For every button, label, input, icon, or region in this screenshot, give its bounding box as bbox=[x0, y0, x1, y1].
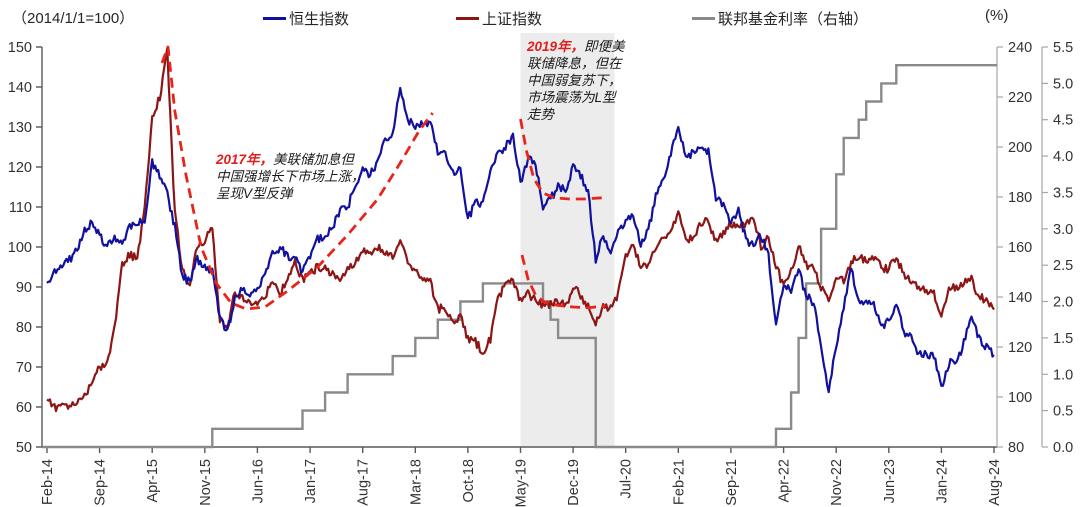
svg-text:Sep-21: Sep-21 bbox=[724, 459, 740, 506]
svg-text:2.5: 2.5 bbox=[1053, 258, 1073, 274]
svg-text:Mar-18: Mar-18 bbox=[408, 459, 424, 505]
annotation-2019-text-line2: 联储降息，但在 bbox=[527, 56, 622, 71]
svg-text:May-19: May-19 bbox=[514, 459, 530, 507]
svg-text:Feb-21: Feb-21 bbox=[671, 459, 687, 505]
svg-text:100: 100 bbox=[1008, 390, 1032, 406]
annotation-2017-year: 2017年， bbox=[216, 152, 274, 167]
annotation-2019-text-line5: 走势 bbox=[527, 107, 554, 122]
svg-text:120: 120 bbox=[8, 160, 32, 176]
svg-text:240: 240 bbox=[1008, 40, 1032, 56]
legend-line-marker-sse-icon bbox=[456, 17, 479, 20]
annotation-2017: 2017年，美联储加息但 中国强增长下市场上涨， 呈现V型反弹 bbox=[216, 151, 365, 202]
svg-text:Jun-16: Jun-16 bbox=[250, 459, 266, 503]
left-axis-title: （2014/1/1=100） bbox=[12, 10, 135, 27]
svg-text:150: 150 bbox=[8, 40, 32, 56]
legend-item-hsi: 恒生指数 bbox=[263, 8, 349, 29]
annotation-2017-text-line2: 中国强增长下市场上涨， bbox=[216, 169, 365, 184]
svg-text:Apr-15: Apr-15 bbox=[145, 459, 161, 503]
svg-text:90: 90 bbox=[16, 280, 32, 296]
svg-text:Oct-18: Oct-18 bbox=[461, 459, 477, 503]
svg-text:Nov-15: Nov-15 bbox=[198, 459, 214, 506]
svg-text:Jan-24: Jan-24 bbox=[934, 459, 950, 503]
svg-text:1.0: 1.0 bbox=[1053, 367, 1073, 383]
svg-text:Jan-17: Jan-17 bbox=[303, 459, 319, 503]
svg-text:160: 160 bbox=[1008, 240, 1032, 256]
svg-text:1.5: 1.5 bbox=[1053, 331, 1073, 347]
svg-text:Nov-22: Nov-22 bbox=[829, 459, 845, 506]
svg-text:80: 80 bbox=[16, 320, 32, 336]
svg-text:0.5: 0.5 bbox=[1053, 404, 1073, 420]
svg-text:140: 140 bbox=[8, 80, 32, 96]
legend-item-sse: 上证指数 bbox=[456, 8, 542, 29]
svg-text:4.5: 4.5 bbox=[1053, 113, 1073, 129]
annotation-2019-text-line4: 市场震荡为L型 bbox=[527, 90, 616, 105]
annotation-2017-text-line1: 美联储加息但 bbox=[273, 152, 355, 167]
svg-text:50: 50 bbox=[16, 440, 32, 456]
svg-text:110: 110 bbox=[9, 200, 32, 216]
svg-text:180: 180 bbox=[1008, 190, 1032, 206]
svg-text:Jul-20: Jul-20 bbox=[619, 459, 635, 499]
svg-text:3.5: 3.5 bbox=[1053, 186, 1073, 202]
legend-label-hsi: 恒生指数 bbox=[289, 11, 350, 28]
svg-text:Jun-23: Jun-23 bbox=[882, 459, 898, 503]
svg-text:140: 140 bbox=[1008, 290, 1032, 306]
legend-line-marker-hsi-icon bbox=[263, 17, 286, 20]
annotation-2019-text-line3: 中国弱复苏下， bbox=[527, 73, 622, 88]
svg-text:2.0: 2.0 bbox=[1053, 295, 1073, 311]
svg-text:100: 100 bbox=[8, 240, 32, 256]
svg-text:200: 200 bbox=[1008, 140, 1032, 156]
svg-text:3.0: 3.0 bbox=[1053, 222, 1073, 238]
svg-text:5.5: 5.5 bbox=[1053, 40, 1073, 56]
annotation-2017-text-line3: 呈现V型反弹 bbox=[216, 186, 293, 201]
svg-text:4.0: 4.0 bbox=[1053, 149, 1073, 165]
svg-text:120: 120 bbox=[1008, 340, 1032, 356]
svg-text:Apr-22: Apr-22 bbox=[777, 459, 793, 503]
svg-text:130: 130 bbox=[8, 120, 32, 136]
svg-text:220: 220 bbox=[1008, 90, 1032, 106]
svg-text:5.0: 5.0 bbox=[1053, 76, 1073, 92]
svg-text:Dec-19: Dec-19 bbox=[566, 459, 582, 506]
legend-item-fed: 联邦基金利率（右轴） bbox=[692, 8, 868, 29]
svg-text:Sep-14: Sep-14 bbox=[93, 459, 109, 506]
annotation-2019-year: 2019年， bbox=[527, 39, 585, 54]
right-axis-title: (%) bbox=[985, 7, 1009, 24]
svg-text:70: 70 bbox=[16, 360, 32, 376]
legend-line-marker-fed-icon bbox=[692, 17, 715, 20]
svg-text:Feb-14: Feb-14 bbox=[40, 459, 56, 505]
svg-text:80: 80 bbox=[1008, 440, 1024, 456]
svg-text:0.0: 0.0 bbox=[1053, 440, 1073, 456]
svg-text:Aug-17: Aug-17 bbox=[356, 459, 372, 506]
annotation-2019: 2019年，即便美 联储降息，但在 中国弱复苏下， 市场震荡为L型 走势 bbox=[527, 38, 625, 123]
annotation-2019-text-line1: 即便美 bbox=[584, 39, 625, 54]
legend-label-sse: 上证指数 bbox=[482, 11, 543, 28]
svg-text:Aug-24: Aug-24 bbox=[987, 459, 1003, 506]
svg-text:60: 60 bbox=[16, 400, 32, 416]
legend-label-fed: 联邦基金利率（右轴） bbox=[718, 11, 869, 28]
